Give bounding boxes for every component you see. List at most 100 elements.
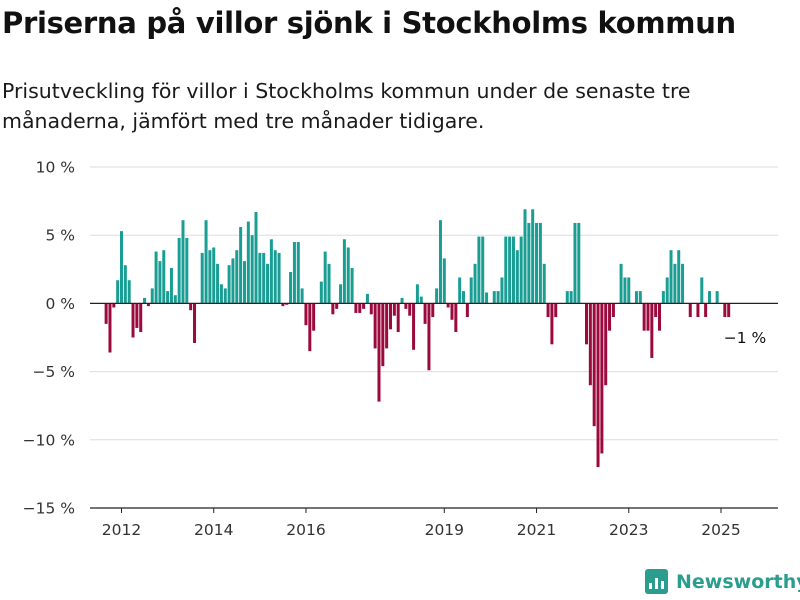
bar	[465, 303, 469, 318]
bar	[292, 242, 296, 304]
bar	[569, 291, 573, 304]
bar	[285, 303, 289, 305]
bar	[542, 263, 546, 304]
bar	[381, 303, 385, 367]
bar	[412, 303, 416, 350]
bar	[423, 303, 427, 324]
bar	[623, 277, 627, 304]
bar	[116, 280, 120, 304]
bar	[373, 303, 377, 349]
bar	[219, 284, 223, 304]
bar	[723, 303, 727, 318]
x-tick-label: 2025	[701, 521, 740, 539]
bar	[400, 297, 404, 304]
bar	[688, 303, 692, 318]
bar	[550, 303, 554, 345]
bar	[600, 303, 604, 454]
bar	[242, 261, 246, 304]
bar	[262, 252, 266, 304]
newsworthy-logo: Newsworthy	[645, 569, 800, 594]
y-tick-label: −5 %	[32, 363, 75, 381]
bar	[392, 303, 396, 316]
chart-title: Priserna på villor sjönk i Stockholms ko…	[2, 6, 736, 40]
bar	[108, 303, 112, 353]
bar	[442, 258, 446, 304]
bar	[492, 291, 496, 304]
bar	[450, 303, 454, 320]
bar	[189, 303, 193, 311]
bar	[200, 252, 204, 304]
bar	[458, 277, 462, 304]
bar	[127, 280, 131, 304]
latest-value-annotation: −1 %	[724, 329, 767, 347]
bar	[223, 288, 227, 304]
bar	[166, 291, 170, 304]
bar	[523, 209, 527, 304]
bar	[273, 250, 277, 304]
bar	[308, 303, 312, 352]
bar	[216, 263, 220, 304]
x-axis-labels: 2012 2014 2016 2019 2021 2023 2025	[102, 508, 741, 539]
bar	[327, 263, 331, 304]
bar	[289, 272, 293, 304]
bar	[438, 220, 442, 304]
y-tick-label: 0 %	[45, 295, 75, 313]
bar	[665, 277, 669, 304]
bar	[162, 250, 166, 304]
x-tick-label: 2019	[425, 521, 464, 539]
bar	[408, 303, 412, 316]
bar	[365, 293, 369, 304]
bar	[304, 303, 308, 326]
bar	[592, 303, 596, 427]
bar	[627, 277, 631, 304]
bar	[661, 291, 665, 304]
bar	[654, 303, 658, 318]
bar	[181, 220, 185, 304]
bar	[150, 288, 154, 304]
y-tick-label: 5 %	[45, 227, 75, 245]
bar	[469, 277, 473, 304]
y-axis-labels: 10 % 5 % 0 % −5 % −10 % −15 %	[23, 159, 75, 518]
bar	[404, 303, 408, 309]
bar	[608, 303, 612, 331]
bar	[504, 236, 508, 304]
bar	[604, 303, 608, 386]
bar	[277, 252, 281, 304]
bar	[120, 231, 123, 304]
bar	[346, 247, 350, 304]
bar	[300, 288, 304, 304]
bar	[658, 303, 662, 331]
bar	[312, 303, 316, 331]
bar	[358, 303, 362, 313]
bar	[143, 297, 147, 304]
bar	[704, 303, 708, 318]
bar	[239, 227, 243, 304]
bar	[546, 303, 550, 318]
bar	[369, 303, 373, 315]
bar	[123, 265, 127, 304]
bar	[139, 303, 143, 333]
bar	[319, 281, 323, 304]
bar	[335, 303, 339, 309]
bar	[511, 236, 515, 304]
brand-name: Newsworthy	[676, 570, 800, 593]
bar	[508, 236, 512, 304]
chart-subtitle: Prisutveckling för villor i Stockholms k…	[2, 79, 691, 133]
x-tick-label: 2023	[609, 521, 648, 539]
bar	[173, 295, 177, 304]
bar	[266, 263, 270, 304]
bar	[577, 222, 581, 304]
bar	[208, 250, 212, 304]
bar	[454, 303, 458, 333]
bar	[573, 222, 577, 304]
bar	[377, 303, 381, 402]
bar	[339, 284, 343, 304]
bar	[169, 267, 173, 304]
bar	[296, 242, 300, 304]
bar	[527, 222, 531, 304]
bar	[519, 236, 523, 304]
x-tick-label: 2012	[102, 521, 141, 539]
bar	[585, 303, 588, 345]
bar	[485, 292, 489, 304]
